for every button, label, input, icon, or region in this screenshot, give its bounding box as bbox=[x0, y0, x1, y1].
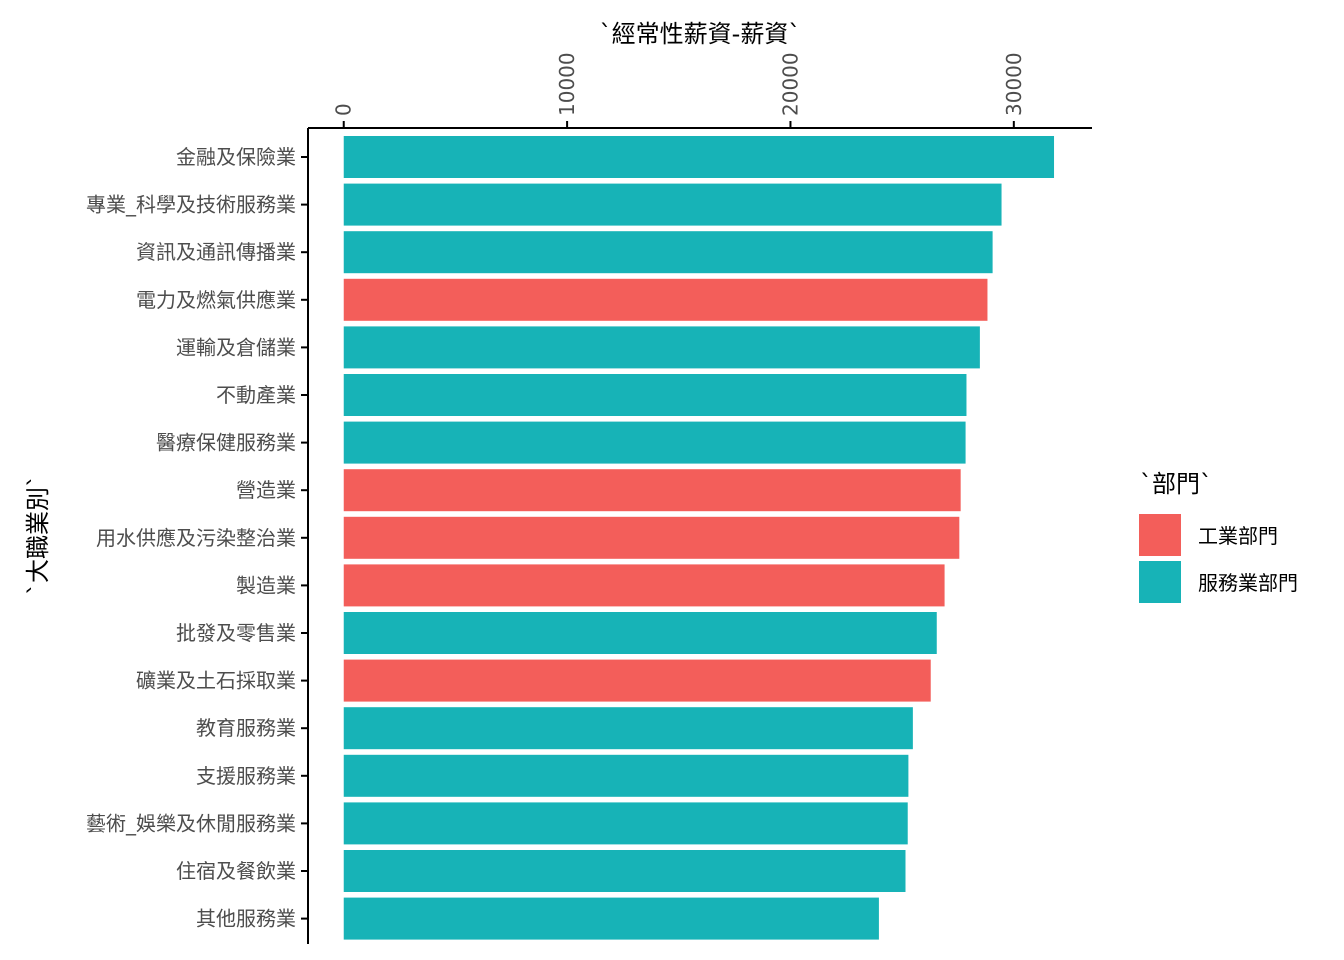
bar bbox=[343, 802, 908, 845]
x-axis-title: `經常性薪資-薪資` bbox=[600, 20, 801, 48]
x-tick-label: 0 bbox=[332, 103, 356, 116]
bar bbox=[343, 136, 1055, 178]
bar bbox=[343, 754, 909, 797]
x-tick-label: 10000 bbox=[555, 52, 579, 116]
category-label: 批發及零售業 bbox=[176, 621, 296, 645]
bar bbox=[343, 707, 913, 750]
bar bbox=[343, 326, 980, 369]
category-label: 資訊及通訊傳播業 bbox=[136, 240, 296, 264]
x-tick-label: 30000 bbox=[1002, 52, 1026, 116]
category-label: 金融及保險業 bbox=[176, 145, 296, 169]
category-label: 不動產業 bbox=[216, 383, 296, 407]
legend-label: 工業部門 bbox=[1198, 524, 1278, 548]
bar bbox=[343, 897, 879, 940]
category-label: 醫療保健服務業 bbox=[156, 431, 296, 455]
bar bbox=[343, 612, 937, 654]
category-label: 其他服務業 bbox=[196, 907, 296, 931]
category-label: 礦業及土石採取業 bbox=[136, 669, 296, 693]
bar bbox=[343, 231, 993, 274]
category-label: 製造業 bbox=[236, 573, 296, 597]
category-label: 電力及燃氣供應業 bbox=[136, 288, 296, 312]
category-label: 支援服務業 bbox=[196, 764, 296, 788]
legend-label: 服務業部門 bbox=[1198, 571, 1298, 595]
legend-title: `部門` bbox=[1140, 470, 1212, 498]
bar bbox=[343, 183, 1002, 226]
category-label: 營造業 bbox=[236, 478, 296, 502]
y-axis-title: `大職業別` bbox=[24, 475, 52, 595]
category-label: 住宿及餐飲業 bbox=[176, 859, 296, 883]
bar bbox=[343, 850, 906, 892]
bar bbox=[343, 374, 967, 416]
bar bbox=[343, 659, 931, 702]
legend-swatch bbox=[1139, 514, 1181, 556]
bar bbox=[343, 278, 988, 321]
bar bbox=[343, 469, 961, 512]
category-label: 教育服務業 bbox=[196, 716, 296, 740]
category-label: 藝術_娛樂及休閒服務業 bbox=[86, 811, 296, 835]
bar bbox=[343, 564, 945, 607]
legend-swatch bbox=[1139, 561, 1181, 603]
x-axis: 0 10000 20000 30000 bbox=[308, 52, 1092, 129]
bars bbox=[343, 136, 1055, 940]
category-label: 運輸及倉儲業 bbox=[176, 335, 296, 359]
category-label: 專業_科學及技術服務業 bbox=[86, 193, 296, 217]
category-label: 用水供應及污染整治業 bbox=[96, 526, 296, 550]
bar bbox=[343, 421, 966, 464]
bar bbox=[343, 516, 960, 559]
x-tick-label: 20000 bbox=[778, 52, 802, 116]
y-axis: 金融及保險業專業_科學及技術服務業資訊及通訊傳播業電力及燃氣供應業運輸及倉儲業不… bbox=[86, 128, 309, 944]
